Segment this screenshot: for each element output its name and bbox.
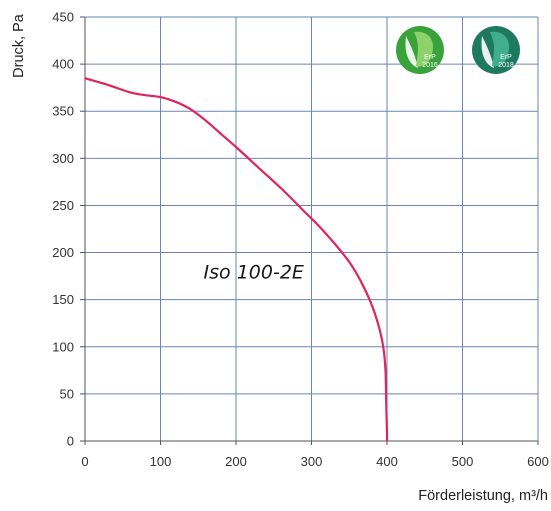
x-axis-label: Förderleistung, m³/h [418, 488, 548, 504]
erp-2018-badge: ErP 2018 [472, 26, 520, 74]
x-tick-label: 400 [376, 454, 398, 469]
curve-annotation: Iso 100-2E [204, 261, 304, 283]
tick-labels: 0 100 200 300 400 500 600 0 50 100 150 200 250 300 350… [52, 10, 549, 470]
y-tick-label: 350 [52, 104, 74, 119]
y-tick-label: 0 [67, 434, 74, 449]
y-tick-label: 150 [52, 292, 74, 307]
erp-2016-badge-line1: ErP [424, 54, 436, 61]
erp-2018-badge-line1: ErP [500, 54, 512, 61]
x-tick-label: 600 [527, 454, 549, 469]
x-tick-label: 500 [452, 454, 474, 469]
y-tick-label: 100 [52, 339, 74, 354]
erp-2018-badge-line2: 2018 [498, 62, 514, 69]
x-tick-label: 200 [225, 454, 247, 469]
x-tick-label: 100 [150, 454, 172, 469]
grid [80, 17, 538, 445]
x-tick-label: 300 [301, 454, 323, 469]
y-tick-label: 250 [52, 198, 74, 213]
erp-2016-badge: ErP 2016 [396, 26, 444, 74]
y-tick-label: 450 [52, 10, 74, 25]
y-axis-label: Druck, Pa [11, 13, 27, 78]
y-tick-label: 50 [60, 386, 74, 401]
erp-2016-badge-line2: 2016 [422, 62, 438, 69]
y-tick-label: 400 [52, 57, 74, 72]
x-tick-label: 0 [81, 454, 88, 469]
y-tick-label: 200 [52, 245, 74, 260]
y-tick-label: 300 [52, 151, 74, 166]
